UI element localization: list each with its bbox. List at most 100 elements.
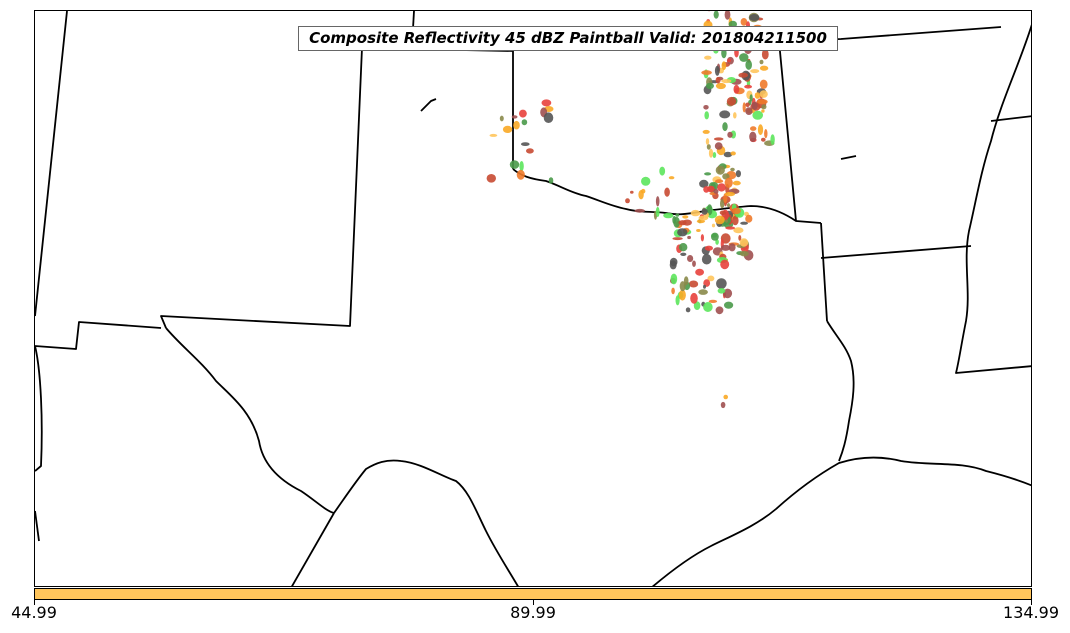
- paintball-blob: [719, 210, 727, 216]
- paintball-blob: [751, 101, 758, 111]
- paintball-blob: [742, 102, 746, 113]
- paintball-blob: [521, 119, 528, 126]
- paintball-blob: [705, 138, 710, 145]
- paintball-blob: [701, 253, 712, 265]
- paintball-blob: [714, 65, 720, 76]
- paintball-blob: [750, 69, 760, 74]
- paintball-blob: [725, 226, 736, 230]
- colorbar-tick: [1031, 600, 1032, 605]
- paintball-blob: [699, 179, 709, 188]
- paintball-blob: [745, 59, 752, 70]
- paintball-blob: [659, 166, 666, 176]
- paintball-blob: [679, 243, 688, 252]
- paintball-blob: [715, 165, 725, 175]
- paintball-blob: [543, 112, 554, 123]
- border-ok-east: [778, 40, 797, 222]
- border-mississippi: [955, 24, 1031, 374]
- gulf-coast: [651, 456, 1031, 586]
- paintball-blob: [757, 124, 764, 136]
- paintball-blob: [761, 48, 769, 60]
- colorbar-tick: [533, 600, 534, 605]
- border-tx-panhandle-west: [160, 47, 363, 329]
- paintball-blob: [679, 281, 686, 292]
- paintball-blob: [711, 232, 719, 241]
- paintball-blob: [770, 134, 775, 146]
- paintball-blob: [723, 394, 728, 400]
- paintball-blob: [727, 203, 730, 208]
- paintball-blob: [486, 174, 496, 183]
- border-nm-south: [291, 512, 335, 586]
- colorbar-tick: [34, 600, 35, 605]
- map-canvas: [35, 11, 1031, 586]
- paintball-blob: [757, 99, 768, 105]
- paintball-blob: [714, 215, 725, 225]
- paintball-blob: [717, 183, 726, 192]
- paintball-blob: [672, 237, 683, 241]
- paintball-blob: [752, 110, 763, 120]
- paintball-blob: [720, 244, 731, 251]
- paintball-blob: [526, 148, 534, 154]
- paintball-blob: [690, 292, 698, 304]
- paintball-blob: [707, 185, 715, 193]
- paintball-blob: [716, 278, 727, 289]
- paintball-blob: [682, 215, 689, 219]
- paintball-blob: [726, 96, 737, 106]
- paintball-blob: [730, 167, 735, 172]
- paintball-blob: [703, 105, 709, 110]
- paintball-blob: [715, 82, 726, 90]
- paintball-blob: [732, 215, 739, 226]
- paintball-blob: [724, 11, 731, 20]
- paintball-blob: [701, 70, 712, 75]
- paintball-blob: [703, 284, 706, 289]
- paintball-blob: [519, 161, 524, 172]
- paintball-blob: [723, 193, 728, 204]
- paintball-blob: [724, 177, 733, 188]
- paintball-blob: [703, 302, 713, 312]
- paintball-blob: [732, 207, 741, 215]
- paintball-blob: [761, 109, 765, 113]
- paintball-blob: [712, 152, 717, 158]
- paintball-blob: [668, 176, 675, 180]
- paintball-blob: [719, 110, 731, 119]
- lake-1: [420, 98, 437, 112]
- paintball-blob: [761, 137, 766, 142]
- paintball-blob: [655, 206, 660, 218]
- paintball-blob: [708, 148, 714, 158]
- paintball-blob: [509, 160, 520, 169]
- paintball-blob: [687, 235, 691, 240]
- border-rio-grande: [333, 459, 519, 586]
- paintball-blob: [680, 252, 687, 256]
- colorbar-tick-label-max: 134.99: [1003, 603, 1059, 622]
- border-tx-la: [826, 320, 855, 462]
- paintball-blob: [727, 58, 732, 63]
- paintball-blob: [740, 221, 748, 225]
- paintball-blob: [548, 177, 554, 184]
- paintball-blob: [704, 245, 714, 251]
- paintball-blob: [723, 151, 733, 158]
- paintball-blob: [730, 151, 736, 156]
- paintball-blob: [669, 260, 677, 270]
- paintball-blob: [749, 131, 757, 142]
- colorbar-tick-label-mid: 89.99: [510, 603, 556, 622]
- paintball-blob: [750, 126, 757, 131]
- paintball-blob: [715, 306, 724, 315]
- border-colorado-east: [35, 11, 68, 317]
- paintball-blob: [516, 169, 525, 180]
- paintball-blob: [678, 289, 686, 301]
- paintball-blob: [519, 109, 527, 118]
- paintball-blob: [759, 90, 768, 98]
- lake-2: [840, 155, 857, 160]
- paintball-blob: [655, 196, 660, 207]
- paintball-blob: [713, 137, 724, 141]
- border-tx-west: [165, 327, 335, 514]
- paintball-blob: [713, 11, 719, 19]
- paintball-blob: [717, 288, 726, 294]
- paintball-blob: [502, 125, 513, 133]
- paintball-blob: [704, 55, 712, 60]
- paintball-blob: [708, 299, 718, 303]
- paintball-blob: [713, 188, 719, 194]
- paintball-blob: [690, 209, 701, 217]
- paintball-blob: [692, 260, 696, 267]
- paintball-blob: [720, 199, 725, 209]
- paintball-blob: [707, 275, 715, 282]
